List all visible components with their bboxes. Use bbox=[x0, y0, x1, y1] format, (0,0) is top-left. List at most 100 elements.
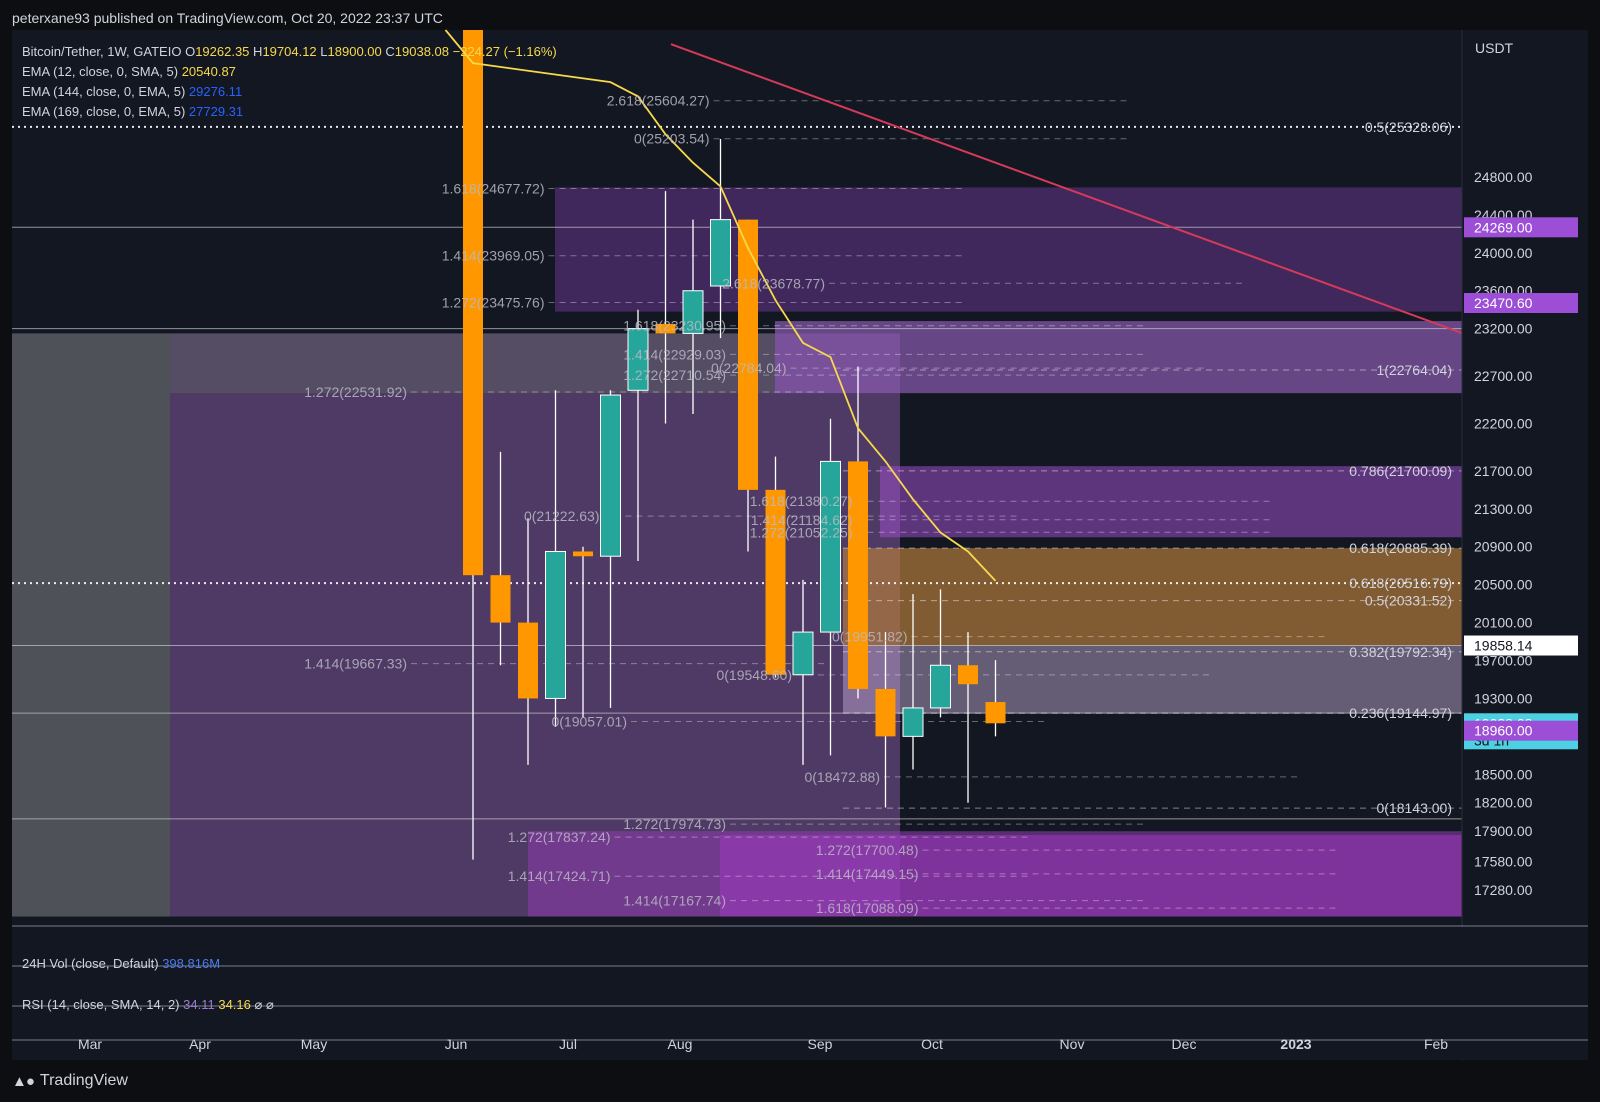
inner-fib-label-23: 1.414(17449.15) bbox=[816, 866, 919, 882]
y-tick-16: 17900.00 bbox=[1474, 823, 1533, 839]
inner-fib-label-14: 1.272(21052.25) bbox=[750, 524, 853, 540]
x-tick-3: Jun bbox=[445, 1036, 468, 1052]
candle-13[interactable] bbox=[820, 418, 841, 756]
candle-14[interactable] bbox=[848, 366, 868, 699]
inner-fib-label-12: 1.618(21380.27) bbox=[750, 493, 853, 509]
zone-purple-band bbox=[880, 466, 1462, 538]
fib-label-2: 0.786(21700.09) bbox=[1349, 463, 1452, 479]
zone-gray-left bbox=[12, 333, 170, 917]
candle-10[interactable] bbox=[738, 219, 758, 552]
candle-4[interactable] bbox=[573, 546, 593, 718]
price-axis-bg bbox=[1462, 30, 1588, 926]
y-tick-10: 20500.00 bbox=[1474, 577, 1533, 593]
candle-7[interactable] bbox=[655, 191, 676, 424]
publisher-line: peterxane93 published on TradingView.com… bbox=[12, 10, 443, 26]
candle-body-8 bbox=[682, 290, 704, 334]
inner-fib-label-11: 0(21222.63) bbox=[524, 508, 600, 524]
x-tick-5: Aug bbox=[668, 1036, 693, 1052]
overlays bbox=[444, 29, 1464, 582]
volume-pane-legend[interactable]: 24H Vol (close, Default) 398.816M bbox=[22, 956, 220, 971]
fib-label-4: 0.618(20516.79) bbox=[1349, 575, 1452, 591]
inner-fib-label-20: 1.272(17974.73) bbox=[623, 816, 726, 832]
y-tick-18: 17280.00 bbox=[1474, 882, 1533, 898]
inner-fib-label-18: 0(19057.01) bbox=[551, 713, 627, 729]
ema169-value: 27729.31 bbox=[188, 104, 244, 119]
volume-value: 398.816M bbox=[162, 956, 221, 971]
candle-18[interactable] bbox=[958, 632, 978, 803]
candle-11[interactable] bbox=[765, 456, 786, 678]
y-tick-8: 21300.00 bbox=[1474, 501, 1533, 517]
candle-9[interactable] bbox=[710, 139, 731, 339]
price-tag-bg-1 bbox=[1464, 293, 1578, 314]
ema12-row[interactable]: EMA (12, close, 0, SMA, 5) 20540.87 bbox=[22, 62, 557, 82]
y-tick-4: 23200.00 bbox=[1474, 321, 1533, 337]
ema144-row[interactable]: EMA (144, close, 0, EMA, 5) 29276.11 bbox=[22, 82, 557, 102]
candle-0[interactable] bbox=[463, 30, 483, 860]
candle-body-12 bbox=[792, 631, 814, 676]
candle-16[interactable] bbox=[902, 594, 924, 770]
candle-body-9 bbox=[710, 219, 731, 287]
ohlc-row: Bitcoin/Tether, 1W, GATEIO O19262.35 H19… bbox=[22, 42, 557, 62]
price-tag-label-1: 23470.60 bbox=[1474, 295, 1533, 311]
fib-label-0: 0.5(25328.06) bbox=[1365, 119, 1452, 135]
inner-fib-label-5: 2.618(23678.77) bbox=[722, 275, 825, 291]
fib-label-1: 1(22764.04) bbox=[1376, 362, 1452, 378]
x-tick-4: Jul bbox=[559, 1036, 577, 1052]
close-value: 19038.08 bbox=[394, 44, 450, 59]
open-label: O bbox=[185, 44, 196, 59]
candle-8[interactable] bbox=[682, 219, 704, 414]
trendline[interactable] bbox=[670, 43, 1464, 335]
price-tag-1: 23470.60 bbox=[1464, 293, 1578, 314]
inner-fib-label-6: 1.618(23230.95) bbox=[623, 318, 726, 334]
candle-body-18 bbox=[958, 665, 978, 685]
candles bbox=[463, 30, 1006, 860]
candle-6[interactable] bbox=[627, 309, 649, 561]
candle-body-11 bbox=[765, 489, 786, 675]
candle-17[interactable] bbox=[930, 589, 951, 718]
candle-1[interactable] bbox=[490, 451, 511, 666]
candle-body-16 bbox=[902, 707, 924, 737]
inner-fib-label-16: 1.414(19667.33) bbox=[304, 656, 407, 672]
price-tag-bg-4 bbox=[1464, 720, 1578, 741]
y-tick-17: 17580.00 bbox=[1474, 854, 1533, 870]
zone-purple-upper bbox=[555, 187, 1462, 312]
candle-12[interactable] bbox=[792, 579, 814, 765]
time-axis[interactable]: Mar Apr May Jun Jul Aug Sep Oct Nov Dec 2023 Feb bbox=[78, 1036, 1448, 1052]
ema12-line[interactable] bbox=[444, 29, 997, 582]
ema12-label: EMA (12, close, 0, SMA, 5) bbox=[22, 64, 179, 79]
footer-brand: TradingView bbox=[39, 1072, 128, 1089]
candle-19[interactable] bbox=[985, 660, 1006, 737]
candle-body-15 bbox=[875, 688, 896, 737]
inner-fib-label-24: 1.414(17424.71) bbox=[508, 868, 611, 884]
y-tick-11: 20100.00 bbox=[1474, 615, 1533, 631]
y-tick-12: 19700.00 bbox=[1474, 653, 1533, 669]
axis-unit: USDT bbox=[1475, 40, 1514, 56]
rsi-empty-1: ⌀ bbox=[254, 997, 263, 1012]
price-tag-bg-0 bbox=[1464, 217, 1578, 238]
candle-5[interactable] bbox=[600, 390, 621, 708]
y-tick-13: 19300.00 bbox=[1474, 690, 1533, 706]
rsi-empty-2: ⌀ bbox=[265, 997, 274, 1012]
candle-body-2 bbox=[518, 622, 538, 699]
price-axis[interactable]: USDT24800.0024400.0024000.0023600.002320… bbox=[1461, 30, 1588, 1060]
x-tick-1: Apr bbox=[189, 1036, 211, 1052]
candle-body-6 bbox=[627, 328, 649, 391]
low-label: L bbox=[320, 44, 328, 59]
candle-body-3 bbox=[545, 550, 566, 699]
zone-orange bbox=[843, 548, 1462, 646]
fib-lines bbox=[12, 100, 1462, 909]
inner-fib-label-4: 1.272(23475.76) bbox=[442, 295, 545, 311]
candle-2[interactable] bbox=[518, 518, 538, 765]
high-label: H bbox=[253, 44, 263, 59]
rsi-pane-legend[interactable]: RSI (14, close, SMA, 14, 2) 34.11 34.16 … bbox=[22, 997, 274, 1013]
candle-15[interactable] bbox=[875, 632, 896, 808]
inner-fib-label-2: 1.618(24677.72) bbox=[442, 181, 545, 197]
candle-3[interactable] bbox=[545, 390, 566, 727]
candle-body-4 bbox=[573, 551, 593, 557]
price-tag-label-2: 19858.14 bbox=[1474, 638, 1533, 654]
ema169-row[interactable]: EMA (169, close, 0, EMA, 5) 27729.31 bbox=[22, 102, 557, 122]
inner-fib-label-19: 0(18472.88) bbox=[804, 769, 880, 785]
y-tick-5: 22700.00 bbox=[1474, 368, 1533, 384]
price-tag-4: 18960.00 bbox=[1464, 720, 1578, 741]
